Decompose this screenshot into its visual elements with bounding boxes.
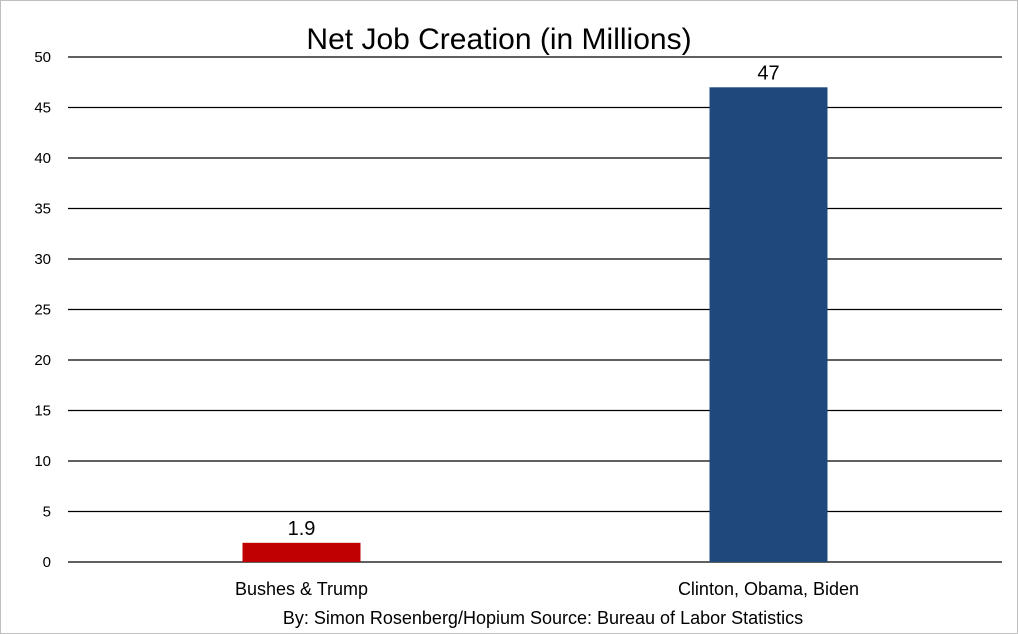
y-axis-ticks: 0 5 10 15 20 25 30 35 40 45 50 [34,49,51,571]
y-tick-label: 35 [34,201,51,218]
category-labels: Bushes & Trump Clinton, Obama, Biden [235,579,859,599]
source-note: By: Simon Rosenberg/Hopium Source: Burea… [283,608,803,628]
data-label: 1.9 [288,518,316,540]
bar [242,542,361,562]
bar [709,87,828,563]
y-tick-label: 5 [43,504,51,521]
y-tick-label: 20 [34,352,51,369]
y-tick-label: 15 [34,403,51,420]
gridlines [68,56,1002,563]
data-label: 47 [757,62,779,84]
y-tick-label: 30 [34,251,51,268]
y-tick-label: 40 [34,150,51,167]
data-labels: 1.9 47 [288,62,780,540]
y-tick-label: 0 [43,554,51,571]
y-tick-label: 50 [34,49,51,66]
x-category-label: Bushes & Trump [235,579,368,599]
y-tick-label: 25 [34,302,51,319]
y-tick-label: 10 [34,453,51,470]
chart-title: Net Job Creation (in Millions) [306,23,691,56]
y-tick-label: 45 [34,100,51,117]
x-category-label: Clinton, Obama, Biden [678,579,859,599]
bars [242,87,828,563]
